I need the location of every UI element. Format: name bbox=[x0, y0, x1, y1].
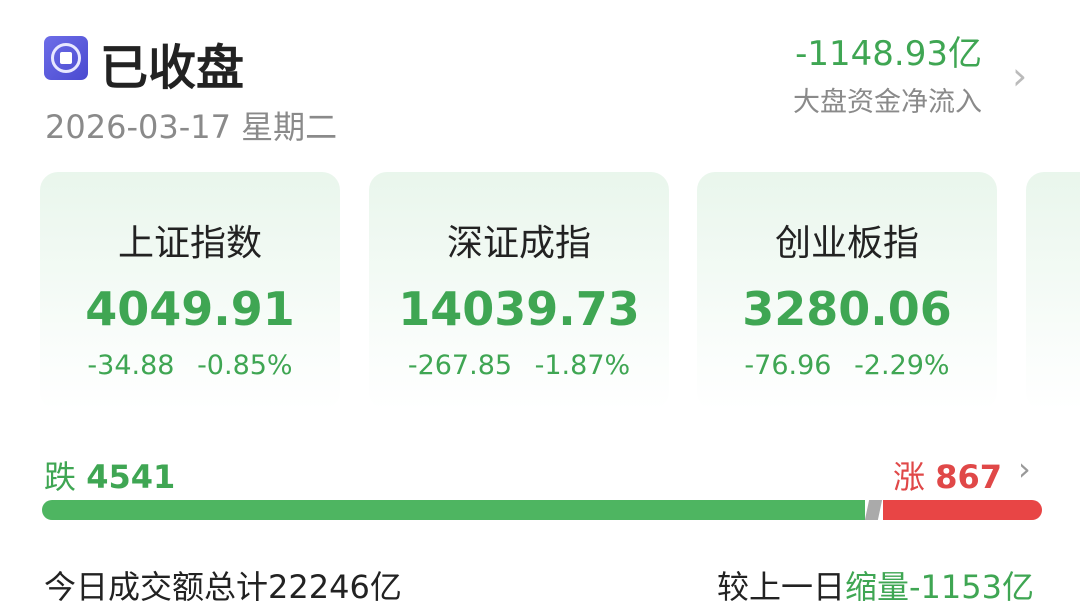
index-card-partial[interactable] bbox=[1026, 172, 1080, 410]
trade-date: 2026-03-17 星期二 bbox=[45, 102, 337, 148]
breadth-bar-rise bbox=[883, 500, 1042, 520]
index-value: 4049.91 bbox=[85, 282, 295, 336]
index-value: 14039.73 bbox=[398, 282, 640, 336]
index-change: -76.96 bbox=[744, 350, 832, 381]
rise-label: 涨 bbox=[893, 458, 926, 496]
index-name: 上证指数 bbox=[117, 223, 262, 264]
breadth-bar-flat bbox=[864, 500, 883, 520]
page-title: 已收盘 bbox=[100, 40, 245, 96]
compare-type: 缩量 bbox=[844, 568, 909, 606]
index-change: -267.85 bbox=[407, 350, 513, 381]
market-closed-icon bbox=[44, 36, 88, 80]
index-percent: -2.29% bbox=[854, 350, 950, 381]
chevron-right-icon[interactable]: › bbox=[1018, 450, 1031, 488]
index-card-sz[interactable]: 深证成指 14039.73 -267.85 -1.87% bbox=[369, 172, 669, 410]
index-percent: -0.85% bbox=[197, 350, 293, 381]
fund-flow-label[interactable]: 大盘资金净流入 bbox=[793, 87, 982, 118]
fall-number: 4541 bbox=[86, 458, 176, 496]
compare-label: 较上一日 bbox=[716, 568, 845, 606]
fall-label: 跌 bbox=[44, 458, 77, 496]
turnover-compare: 较上一日缩量-1153亿 bbox=[717, 562, 1034, 608]
rise-number: 867 bbox=[935, 458, 1002, 496]
index-name: 创业板指 bbox=[774, 223, 919, 264]
index-card-cyb[interactable]: 创业板指 3280.06 -76.96 -2.29% bbox=[697, 172, 997, 410]
rise-count[interactable]: 涨 867 bbox=[893, 452, 1002, 498]
chevron-right-icon[interactable]: › bbox=[1012, 54, 1028, 98]
breadth-bar-fall bbox=[42, 500, 865, 520]
turnover-label: 今日成交额总计 bbox=[44, 568, 269, 606]
index-value: 3280.06 bbox=[742, 282, 952, 336]
fall-count: 跌 4541 bbox=[44, 452, 175, 498]
index-card-sh[interactable]: 上证指数 4049.91 -34.88 -0.85% bbox=[40, 172, 340, 410]
index-name: 深证成指 bbox=[446, 223, 591, 264]
compare-value: -1153亿 bbox=[909, 568, 1034, 606]
date-text: 2026-03-17 bbox=[45, 108, 231, 146]
weekday-text: 星期二 bbox=[241, 108, 338, 146]
index-change: -34.88 bbox=[87, 350, 175, 381]
index-percent: -1.87% bbox=[534, 350, 631, 381]
turnover-value: 22246亿 bbox=[268, 568, 402, 606]
fund-flow-value[interactable]: -1148.93亿 bbox=[795, 34, 982, 74]
turnover-total: 今日成交额总计22246亿 bbox=[44, 562, 402, 608]
